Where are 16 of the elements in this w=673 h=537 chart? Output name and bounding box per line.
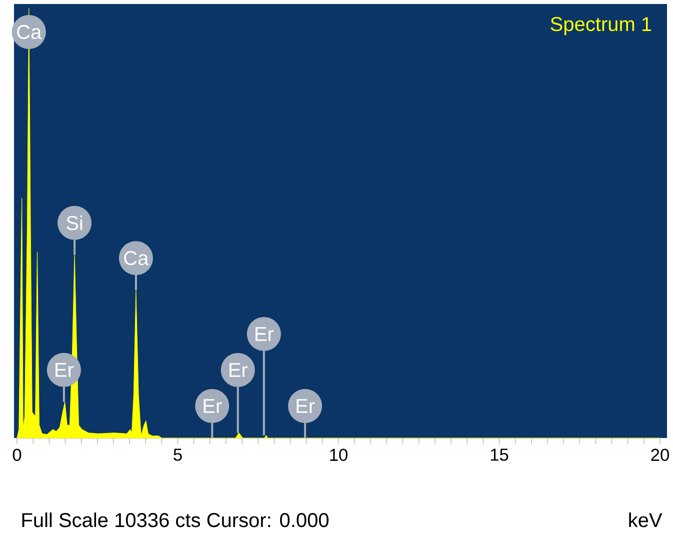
annotation: Ca (124, 250, 149, 266)
x-tick-label: 20 (651, 448, 669, 461)
x-tick-label: 15 (490, 448, 508, 461)
annotation: Er (296, 399, 315, 413)
x-tick-label: 5 (174, 448, 182, 461)
annotation: Er (204, 399, 222, 413)
chart-title: Spectrum 1 (550, 17, 652, 36)
annotation: Si (66, 215, 82, 230)
x-tick-label: 10 (330, 448, 348, 461)
annotation: Ca (17, 24, 42, 40)
annotation: Er (230, 363, 248, 377)
annotation: Er (256, 327, 274, 341)
x-tick-label: 0 (12, 448, 22, 461)
x-axis-title: keV (629, 512, 662, 528)
text: Full Scale 10336 cts Cursor: 0.000 (22, 512, 329, 528)
annotation: Er (56, 363, 74, 377)
